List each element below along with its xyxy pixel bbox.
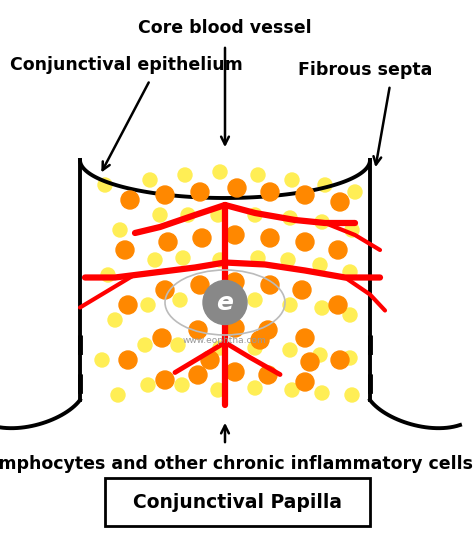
Circle shape bbox=[211, 298, 225, 312]
Bar bbox=[105, 478, 370, 526]
Circle shape bbox=[315, 215, 329, 229]
Circle shape bbox=[261, 276, 279, 294]
Text: Core blood vessel: Core blood vessel bbox=[138, 19, 312, 37]
Circle shape bbox=[296, 233, 314, 251]
Circle shape bbox=[191, 276, 209, 294]
Circle shape bbox=[251, 168, 265, 182]
Circle shape bbox=[201, 351, 219, 369]
Circle shape bbox=[281, 253, 295, 267]
Circle shape bbox=[153, 329, 171, 347]
Circle shape bbox=[248, 293, 262, 307]
Text: e: e bbox=[217, 290, 234, 315]
Circle shape bbox=[121, 191, 139, 209]
Circle shape bbox=[248, 208, 262, 222]
Circle shape bbox=[116, 241, 134, 259]
Circle shape bbox=[211, 208, 225, 222]
Circle shape bbox=[261, 229, 279, 247]
Circle shape bbox=[213, 341, 227, 355]
Circle shape bbox=[343, 265, 357, 279]
Circle shape bbox=[285, 383, 299, 397]
Circle shape bbox=[226, 226, 244, 244]
Circle shape bbox=[296, 329, 314, 347]
Circle shape bbox=[213, 165, 227, 179]
Circle shape bbox=[345, 388, 359, 402]
Circle shape bbox=[296, 373, 314, 391]
Circle shape bbox=[251, 331, 269, 349]
Circle shape bbox=[148, 253, 162, 267]
Circle shape bbox=[251, 251, 265, 265]
Circle shape bbox=[318, 178, 332, 192]
Circle shape bbox=[248, 341, 262, 355]
Circle shape bbox=[285, 173, 299, 187]
Circle shape bbox=[259, 366, 277, 384]
Circle shape bbox=[108, 313, 122, 327]
Circle shape bbox=[111, 388, 125, 402]
Circle shape bbox=[248, 381, 262, 395]
Circle shape bbox=[156, 186, 174, 204]
Circle shape bbox=[173, 293, 187, 307]
Circle shape bbox=[176, 251, 190, 265]
Text: Lymphocytes and other chronic inflammatory cells: Lymphocytes and other chronic inflammato… bbox=[0, 455, 473, 473]
Circle shape bbox=[159, 233, 177, 251]
Circle shape bbox=[343, 351, 357, 365]
Text: Conjunctival Papilla: Conjunctival Papilla bbox=[133, 492, 342, 512]
Circle shape bbox=[283, 211, 297, 225]
Circle shape bbox=[343, 308, 357, 322]
Circle shape bbox=[345, 223, 359, 237]
Circle shape bbox=[119, 351, 137, 369]
Text: Conjunctival epithelium: Conjunctival epithelium bbox=[10, 56, 243, 74]
Polygon shape bbox=[0, 160, 460, 460]
Circle shape bbox=[178, 168, 192, 182]
Text: www.eophtha.com: www.eophtha.com bbox=[183, 336, 267, 345]
Circle shape bbox=[141, 298, 155, 312]
Circle shape bbox=[175, 378, 189, 392]
Circle shape bbox=[143, 173, 157, 187]
Circle shape bbox=[293, 281, 311, 299]
Circle shape bbox=[313, 258, 327, 272]
Circle shape bbox=[315, 301, 329, 315]
Circle shape bbox=[315, 386, 329, 400]
Circle shape bbox=[228, 179, 246, 197]
Circle shape bbox=[189, 321, 207, 339]
Circle shape bbox=[259, 321, 277, 339]
Circle shape bbox=[261, 183, 279, 201]
Circle shape bbox=[226, 363, 244, 381]
Circle shape bbox=[211, 383, 225, 397]
Circle shape bbox=[113, 223, 127, 237]
Circle shape bbox=[156, 281, 174, 299]
Circle shape bbox=[119, 296, 137, 314]
Circle shape bbox=[226, 273, 244, 291]
Circle shape bbox=[301, 353, 319, 371]
Circle shape bbox=[171, 338, 185, 352]
Circle shape bbox=[348, 185, 362, 199]
Circle shape bbox=[213, 253, 227, 267]
Circle shape bbox=[181, 208, 195, 222]
Circle shape bbox=[283, 298, 297, 312]
Circle shape bbox=[156, 371, 174, 389]
Circle shape bbox=[191, 183, 209, 201]
Circle shape bbox=[331, 351, 349, 369]
Circle shape bbox=[313, 348, 327, 362]
Circle shape bbox=[138, 338, 152, 352]
Circle shape bbox=[101, 268, 115, 282]
Circle shape bbox=[153, 208, 167, 222]
Circle shape bbox=[98, 178, 112, 192]
Circle shape bbox=[226, 319, 244, 337]
Circle shape bbox=[296, 186, 314, 204]
Circle shape bbox=[283, 343, 297, 357]
Circle shape bbox=[329, 296, 347, 314]
Circle shape bbox=[141, 378, 155, 392]
Circle shape bbox=[189, 366, 207, 384]
Circle shape bbox=[95, 353, 109, 367]
Text: Fibrous septa: Fibrous septa bbox=[298, 61, 432, 79]
Circle shape bbox=[331, 193, 349, 211]
Circle shape bbox=[203, 280, 247, 325]
Circle shape bbox=[193, 229, 211, 247]
Circle shape bbox=[329, 241, 347, 259]
